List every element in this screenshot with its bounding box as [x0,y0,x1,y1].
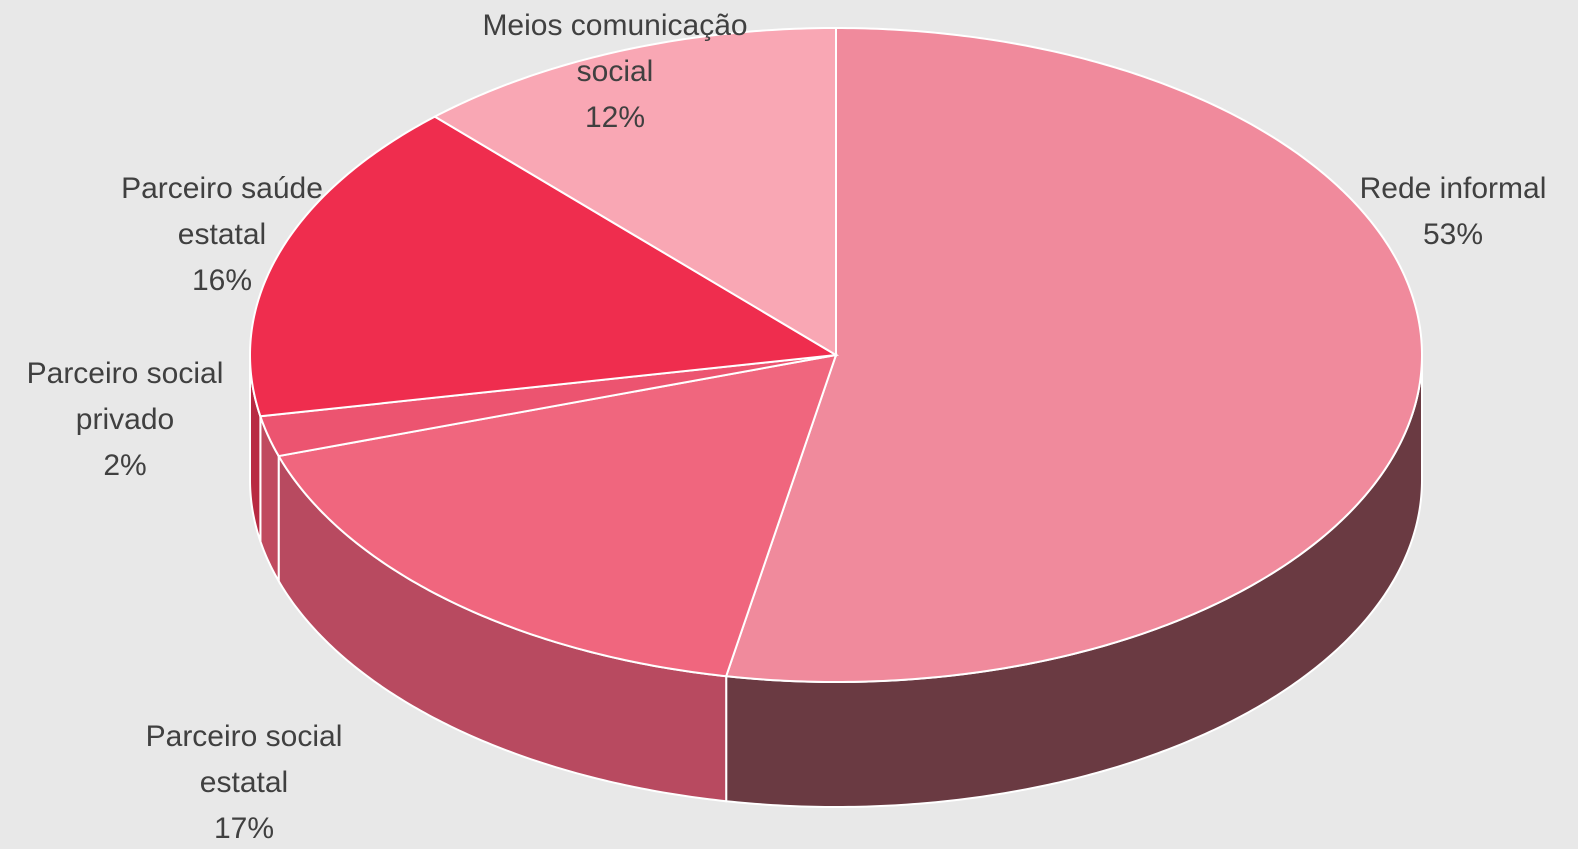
data-label: Parceiro saúde estatal 16% [92,166,352,304]
value-label: 2% [103,449,147,482]
category-label: Parceiro social estatal [145,720,343,799]
slice [259,354,837,458]
value-label: 16% [191,264,253,297]
slice [432,26,837,357]
slice [277,353,838,678]
value-label: 53% [1422,218,1484,251]
category-label: Meios comunicação social [482,9,748,88]
data-label: Parceiro social privado 2% [5,351,245,489]
category-label: Rede informal [1359,172,1547,205]
slice [724,26,1423,684]
value-label: 17% [213,812,275,845]
category-label: Parceiro social privado [26,357,224,436]
data-label: Meios comunicação social 12% [455,3,775,141]
data-label: Parceiro social estatal 17% [114,714,374,849]
category-label: Parceiro saúde estatal [121,172,323,251]
value-label: 12% [584,101,646,134]
slice [248,115,840,418]
data-label: Rede informal 53% [1303,166,1578,258]
